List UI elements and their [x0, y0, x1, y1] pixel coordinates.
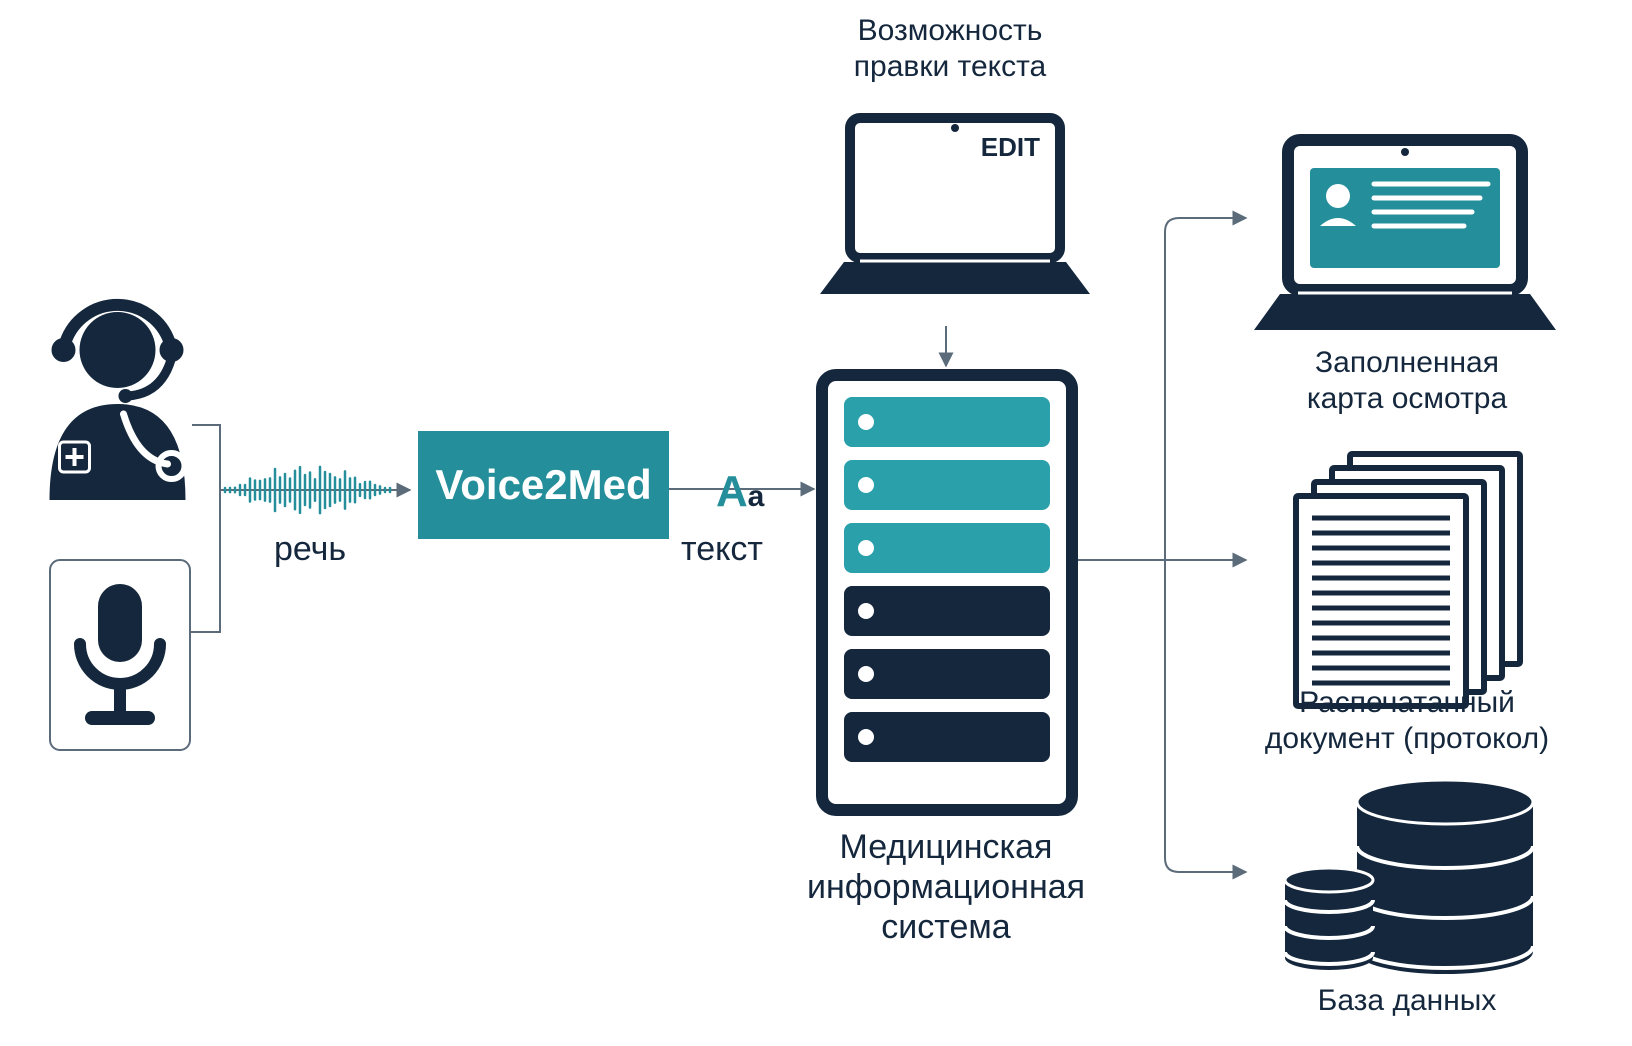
- text-aa-icon: Aa: [716, 467, 765, 516]
- database-icon: База данных: [1285, 780, 1533, 1017]
- label-text: A: [716, 467, 748, 516]
- label-text: EDIT: [981, 132, 1040, 162]
- label-text: Возможность: [858, 14, 1043, 47]
- laptop-output-icon: Заполненнаякарта осмотра: [1254, 140, 1556, 415]
- label-text: текст: [681, 530, 763, 568]
- processor-box: Voice2Med: [418, 431, 669, 539]
- label-text: Заполненная: [1315, 346, 1499, 379]
- documents-icon: Распечатанныйдокумент (протокол): [1265, 454, 1549, 755]
- label-text: Распечатанный: [1299, 686, 1515, 719]
- label-text: система: [881, 908, 1010, 946]
- label-text: База данных: [1318, 984, 1497, 1017]
- label-text: правки текста: [854, 50, 1047, 83]
- label-text: Медицинская: [840, 828, 1053, 866]
- label-text: a: [748, 480, 765, 513]
- diagram-svg: Aa речь текст Voice2Med Возможностьправки те…: [0, 0, 1632, 1046]
- laptop-edit-icon: Возможностьправки текста EDIT: [820, 14, 1090, 294]
- label-text: речь: [274, 530, 346, 568]
- doctor-icon: [50, 305, 186, 500]
- microphone-icon: [50, 560, 190, 750]
- label-text: информационная: [807, 868, 1085, 906]
- diagram-root: { "canvas": { "w": 1632, "h": 1046 }, "c…: [0, 0, 1632, 1046]
- label-text: Voice2Med: [435, 461, 651, 508]
- server-icon: Медицинскаяинформационнаясистема: [807, 375, 1085, 946]
- label-text: документ (протокол): [1265, 722, 1549, 755]
- label-text: карта осмотра: [1307, 382, 1508, 415]
